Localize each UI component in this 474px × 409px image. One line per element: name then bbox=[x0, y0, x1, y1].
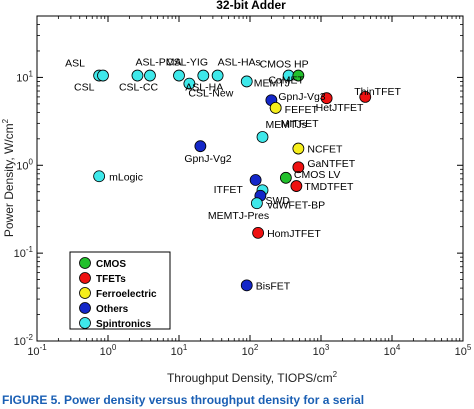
data-point-label: CoMET bbox=[268, 75, 304, 87]
data-point bbox=[194, 140, 207, 153]
data-point-label: MITFET bbox=[281, 118, 319, 130]
chart: 32-bit Adder 10-1 100 101 102 103 104 10510-21… bbox=[1, 0, 472, 385]
data-point-label: CSL-CC bbox=[119, 82, 159, 94]
data-point bbox=[131, 69, 144, 82]
data-point bbox=[250, 197, 263, 210]
x-tick-label: 104 bbox=[384, 343, 401, 358]
legend-marker bbox=[79, 302, 91, 314]
data-point-label: ASL-HAs bbox=[218, 57, 261, 69]
x-tick-label: 10-1 bbox=[27, 343, 47, 358]
y-axis-label-unit-exponent: 2 bbox=[1, 118, 10, 123]
legend-label: Ferroelectric bbox=[96, 289, 157, 300]
data-point bbox=[197, 69, 210, 82]
data-point-label: CSL-New bbox=[188, 88, 233, 100]
data-point-label: FEFET bbox=[285, 104, 319, 116]
data-point bbox=[269, 101, 282, 114]
data-point-label: HetJTFET bbox=[316, 102, 364, 114]
legend-marker bbox=[79, 257, 91, 269]
y-axis-label: Power Density, W/cm2 bbox=[1, 118, 16, 237]
x-axis-label-unit-exponent: 2 bbox=[333, 370, 338, 379]
data-point bbox=[211, 69, 224, 82]
data-point bbox=[256, 131, 269, 143]
data-point bbox=[279, 171, 292, 184]
y-tick-label: 10-1 bbox=[14, 245, 34, 260]
data-point bbox=[249, 174, 262, 186]
legend-label: Others bbox=[96, 304, 129, 315]
data-point bbox=[173, 69, 185, 82]
data-point bbox=[97, 69, 109, 82]
data-point-label: CMOS HP bbox=[260, 59, 309, 71]
y-tick-label: 100 bbox=[16, 157, 33, 172]
data-point bbox=[320, 92, 333, 105]
data-point-label: GpnJ-Vg2 bbox=[184, 153, 231, 165]
legend-label: TFETs bbox=[96, 274, 126, 285]
data-point-label: ASL-HA bbox=[185, 82, 223, 94]
data-point bbox=[240, 279, 253, 292]
data-point-label: NCFET bbox=[307, 144, 343, 156]
data-point bbox=[292, 161, 305, 174]
data-point-label: GpnJ-Vg3 bbox=[278, 91, 325, 103]
data-point-label: MEMTJ-Pres bbox=[208, 210, 269, 222]
data-point-label: GaNTFET bbox=[307, 158, 355, 170]
data-point-label: CSL bbox=[74, 82, 95, 94]
data-point-label: SWD bbox=[266, 195, 291, 207]
data-point bbox=[183, 77, 196, 90]
data-point-label: ASL bbox=[65, 58, 85, 70]
legend-label: Spintronics bbox=[96, 319, 151, 330]
data-point-label: ITFET bbox=[214, 184, 244, 196]
data-point-label: HomJTFET bbox=[267, 228, 321, 240]
chart-title: 32-bit Adder bbox=[216, 0, 286, 12]
x-tick-label: 100 bbox=[100, 343, 117, 358]
data-point bbox=[359, 91, 372, 103]
data-point bbox=[240, 75, 253, 88]
data-point-label: ASL-PMA bbox=[135, 57, 181, 69]
data-point bbox=[252, 226, 264, 239]
x-tick-label: 102 bbox=[242, 343, 259, 358]
data-point bbox=[144, 69, 156, 82]
x-tick-label: 103 bbox=[313, 343, 330, 358]
data-point bbox=[290, 180, 303, 192]
legend: CMOS TFETs Ferroelectric Others Spintronics bbox=[69, 251, 171, 330]
y-tick-label: 10-2 bbox=[14, 333, 34, 348]
data-point-label: BisFET bbox=[256, 280, 291, 292]
legend-marker bbox=[79, 272, 91, 284]
x-axis-label: Throughput Density, TIOPS/cm2 bbox=[167, 370, 338, 385]
data-point-label: TMDTFET bbox=[304, 181, 354, 193]
data-point-label: CSL-YIG bbox=[166, 57, 208, 69]
figure-caption: FIGURE 5. Power density versus throughpu… bbox=[2, 393, 365, 407]
data-point-label: vdWFET-BP bbox=[267, 200, 325, 212]
legend-marker bbox=[79, 287, 91, 299]
legend-label: CMOS bbox=[96, 259, 126, 270]
data-point bbox=[292, 69, 305, 82]
x-tick-label: 105 bbox=[455, 343, 472, 358]
legend-marker bbox=[79, 317, 91, 329]
y-tick-label: 101 bbox=[16, 69, 33, 84]
data-point bbox=[93, 170, 106, 183]
data-point-label: ThinTFET bbox=[354, 86, 401, 98]
data-point-label: MEMTJ bbox=[254, 77, 290, 89]
data-point-label: mLogic bbox=[109, 171, 143, 183]
data-point-label: MEMTJs bbox=[266, 119, 307, 131]
data-point bbox=[292, 142, 305, 155]
x-tick-label: 101 bbox=[171, 343, 188, 358]
data-point-label: CMOS LV bbox=[294, 169, 340, 181]
